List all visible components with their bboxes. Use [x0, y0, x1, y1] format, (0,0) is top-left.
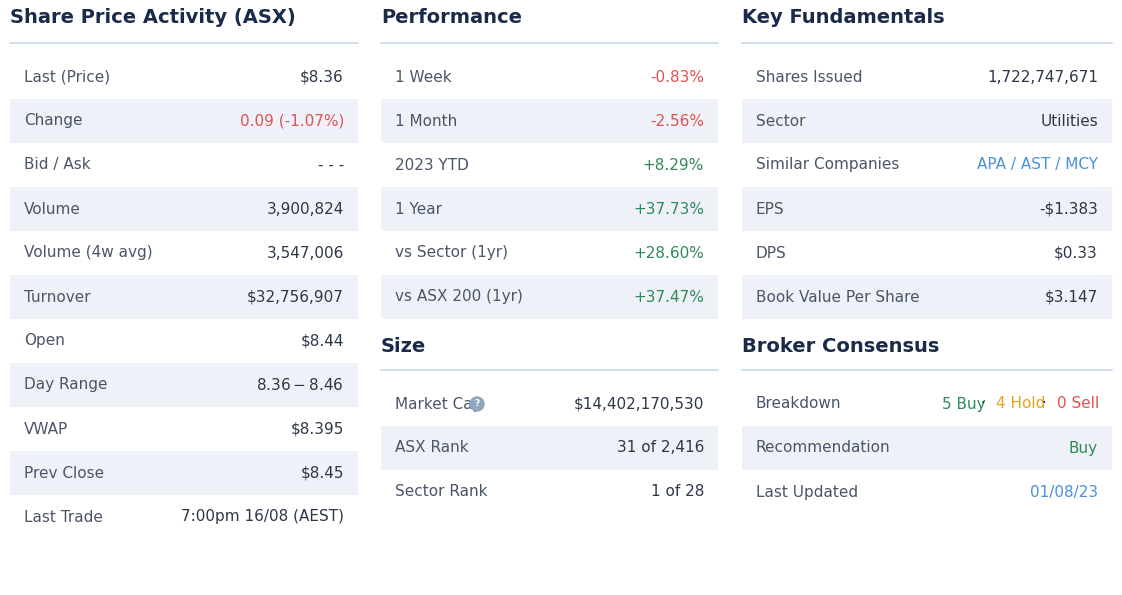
Text: 3,547,006: 3,547,006 [267, 246, 344, 261]
Text: $8.45: $8.45 [301, 465, 344, 481]
Text: $32,756,907: $32,756,907 [247, 290, 344, 305]
Text: EPS: EPS [756, 202, 784, 217]
Text: $8.36: $8.36 [301, 70, 344, 84]
Text: - - -: - - - [318, 158, 344, 173]
Text: ASX Rank: ASX Rank [395, 440, 469, 456]
Text: Market Cap: Market Cap [395, 396, 482, 412]
Text: Sector Rank: Sector Rank [395, 484, 487, 499]
Text: $0.33: $0.33 [1055, 246, 1098, 261]
Text: $3.147: $3.147 [1045, 290, 1098, 305]
Text: ·: · [976, 396, 991, 412]
Text: +28.60%: +28.60% [633, 246, 703, 261]
Bar [381, 426, 718, 470]
Text: 1,722,747,671: 1,722,747,671 [987, 70, 1098, 84]
Text: Key Fundamentals: Key Fundamentals [742, 8, 945, 27]
Text: -$1.383: -$1.383 [1039, 202, 1098, 217]
Text: 4 Hold: 4 Hold [996, 396, 1046, 412]
Text: 0.09 (-1.07%): 0.09 (-1.07%) [240, 114, 344, 129]
Bar [10, 451, 358, 495]
Text: 1 Year: 1 Year [395, 202, 442, 217]
Text: 0 Sell: 0 Sell [1057, 396, 1100, 412]
Text: vs Sector (1yr): vs Sector (1yr) [395, 246, 508, 261]
Bar [742, 426, 1112, 470]
Bar [742, 187, 1112, 231]
Text: Breakdown: Breakdown [756, 396, 842, 412]
Text: Bid / Ask: Bid / Ask [24, 158, 91, 173]
Text: Broker Consensus: Broker Consensus [742, 337, 939, 356]
Text: Performance: Performance [381, 8, 522, 27]
Text: ·: · [1037, 396, 1051, 412]
Text: Utilities: Utilities [1040, 114, 1098, 129]
Text: Volume: Volume [24, 202, 81, 217]
Bar [381, 99, 718, 143]
Bar [742, 275, 1112, 319]
Text: 1 Month: 1 Month [395, 114, 458, 129]
Text: Prev Close: Prev Close [24, 465, 104, 481]
Text: $14,402,170,530: $14,402,170,530 [573, 396, 703, 412]
Text: Sector: Sector [756, 114, 806, 129]
Text: Day Range: Day Range [24, 377, 108, 393]
Text: Size: Size [381, 337, 426, 356]
Bar [742, 99, 1112, 143]
Text: VWAP: VWAP [24, 421, 68, 437]
Text: 1 Week: 1 Week [395, 70, 452, 84]
Text: Buy: Buy [1069, 440, 1098, 456]
Bar [10, 99, 358, 143]
Text: 01/08/23: 01/08/23 [1030, 484, 1098, 499]
Text: Share Price Activity (ASX): Share Price Activity (ASX) [10, 8, 296, 27]
Text: +37.73%: +37.73% [633, 202, 703, 217]
Text: Turnover: Turnover [24, 290, 91, 305]
Circle shape [470, 397, 484, 411]
Text: -0.83%: -0.83% [650, 70, 703, 84]
Text: Change: Change [24, 114, 83, 129]
Text: 2023 YTD: 2023 YTD [395, 158, 469, 173]
Text: Similar Companies: Similar Companies [756, 158, 900, 173]
Text: Shares Issued: Shares Issued [756, 70, 863, 84]
Bar [381, 275, 718, 319]
Text: 31 of 2,416: 31 of 2,416 [617, 440, 703, 456]
Bar [10, 275, 358, 319]
Text: +37.47%: +37.47% [633, 290, 703, 305]
Text: Last (Price): Last (Price) [24, 70, 110, 84]
Text: Last Trade: Last Trade [24, 509, 103, 525]
Text: 5 Buy: 5 Buy [941, 396, 985, 412]
Text: 3,900,824: 3,900,824 [267, 202, 344, 217]
Text: $8.395: $8.395 [291, 421, 344, 437]
Text: ?: ? [475, 399, 479, 409]
Text: Volume (4w avg): Volume (4w avg) [24, 246, 153, 261]
Text: +8.29%: +8.29% [643, 158, 703, 173]
Text: 7:00pm 16/08 (AEST): 7:00pm 16/08 (AEST) [181, 509, 344, 525]
Text: Last Updated: Last Updated [756, 484, 858, 499]
Text: Book Value Per Share: Book Value Per Share [756, 290, 920, 305]
Text: 1 of 28: 1 of 28 [651, 484, 703, 499]
Text: $8.36 - $8.46: $8.36 - $8.46 [256, 377, 344, 393]
Bar [381, 187, 718, 231]
Text: Open: Open [24, 334, 65, 349]
Text: -2.56%: -2.56% [650, 114, 703, 129]
Bar [10, 363, 358, 407]
Bar [10, 187, 358, 231]
Text: $8.44: $8.44 [301, 334, 344, 349]
Text: APA / AST / MCY: APA / AST / MCY [977, 158, 1098, 173]
Text: vs ASX 200 (1yr): vs ASX 200 (1yr) [395, 290, 523, 305]
Text: DPS: DPS [756, 246, 787, 261]
Text: Recommendation: Recommendation [756, 440, 891, 456]
